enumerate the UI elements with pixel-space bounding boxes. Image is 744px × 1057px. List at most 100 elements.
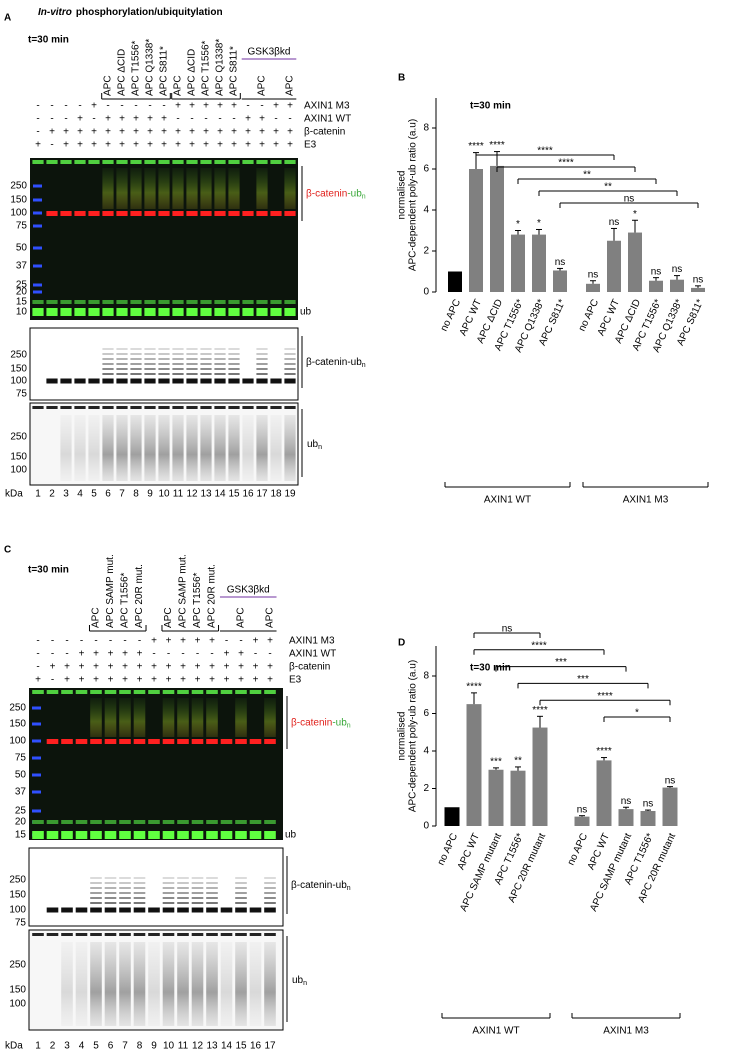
- row-sign: -: [254, 649, 257, 660]
- ub-ladder-band: [284, 348, 296, 350]
- row-sign: +: [79, 662, 85, 673]
- marker-label: 250: [9, 875, 26, 886]
- unit-label: kDa: [5, 1041, 23, 1052]
- substrate-band: [144, 211, 156, 216]
- row-sign: +: [195, 636, 201, 647]
- band-label: ubn: [292, 975, 307, 987]
- ladder-band: [33, 211, 42, 215]
- well-band: [46, 690, 59, 694]
- row-sign: +: [189, 127, 195, 138]
- ub-band-faint: [162, 820, 175, 824]
- ub-smear: [177, 698, 189, 737]
- ub-ladder-band: [172, 358, 184, 360]
- ub-ladder-band: [102, 358, 114, 360]
- significance-label: ns: [693, 274, 704, 285]
- ub-ladder-band: [284, 353, 296, 355]
- lane-label: APC: [285, 75, 296, 96]
- row-sign: +: [119, 114, 125, 125]
- substrate-band: [200, 211, 212, 216]
- substrate-band: [249, 907, 262, 913]
- ub-band-faint: [61, 820, 73, 824]
- ladder-band: [32, 739, 41, 743]
- row-sign: +: [203, 101, 209, 112]
- ub-band: [235, 831, 247, 839]
- row-sign: +: [151, 675, 157, 686]
- bar: [532, 727, 548, 826]
- ub-ladder-band: [186, 373, 198, 375]
- ub-band-faint: [206, 820, 218, 824]
- well-band: [104, 933, 117, 936]
- ub-ladder-band: [191, 892, 204, 894]
- ub-ladder-band: [206, 897, 218, 899]
- bar: [532, 234, 546, 292]
- ub-ladder-band: [206, 902, 218, 904]
- ub-band: [214, 308, 226, 316]
- ub-ladder-band: [172, 368, 184, 370]
- well-band: [32, 160, 44, 164]
- well-band: [60, 160, 72, 164]
- ub-ladder-band: [130, 348, 142, 350]
- lane-label: APC ΔCID: [187, 49, 198, 96]
- ub-band-faint: [75, 820, 88, 824]
- ub-ladder-band: [214, 368, 226, 370]
- substrate-band: [46, 211, 58, 216]
- lane-label: APC Q1338*: [215, 39, 226, 96]
- well-band: [32, 933, 44, 936]
- band-label-main: ub: [307, 439, 319, 450]
- ub-band-faint: [46, 820, 59, 824]
- substrate-band: [116, 378, 128, 384]
- row-sign: +: [35, 675, 41, 686]
- well-band: [177, 690, 189, 694]
- ub-ladder-band: [256, 363, 268, 365]
- substrate-band: [119, 739, 131, 744]
- well-band: [144, 406, 156, 409]
- ub-ladder-band: [256, 368, 268, 370]
- ub-ladder-band: [256, 353, 268, 355]
- ub-ladder-band: [133, 897, 146, 899]
- row-sign: +: [91, 101, 97, 112]
- substrate-band: [214, 211, 226, 216]
- significance-label: ns: [672, 264, 683, 275]
- lane-label: APC 20R mut.: [207, 564, 218, 628]
- substrate-band: [256, 378, 268, 384]
- row-sign: -: [204, 114, 207, 125]
- x-tick-label: no APC: [436, 832, 460, 867]
- substrate-band: [90, 907, 102, 913]
- ub-ladder-band: [228, 353, 240, 355]
- group-label: AXIN1 WT: [484, 495, 531, 506]
- comparison-label: ns: [624, 194, 635, 205]
- substrate-band: [206, 739, 218, 744]
- substrate-band: [200, 378, 212, 384]
- ub-ladder-band: [235, 902, 247, 904]
- marker-label: 250: [10, 350, 27, 361]
- row-sign: -: [225, 636, 228, 647]
- ub-ladder-band: [214, 373, 226, 375]
- row-sign: +: [108, 649, 114, 660]
- ub-band: [158, 308, 170, 316]
- ub-ladder-band: [116, 358, 128, 360]
- ub-ladder-band: [144, 373, 156, 375]
- well-band: [206, 690, 218, 694]
- ub-ladder-band: [133, 887, 146, 889]
- well-band: [133, 933, 146, 936]
- marker-label: 250: [9, 960, 26, 971]
- marker-label: 100: [10, 465, 27, 476]
- well-band: [256, 160, 268, 164]
- ub-smear: [172, 168, 184, 209]
- ub-smear: [186, 415, 198, 481]
- band-label-sub: n: [318, 444, 322, 451]
- well-band: [235, 690, 247, 694]
- group-label: AXIN1 M3: [603, 1026, 649, 1037]
- ub-ladder-band: [102, 348, 114, 350]
- ub-ladder-band: [191, 882, 204, 884]
- ub-band-faint: [133, 820, 146, 824]
- substrate-band: [133, 907, 146, 913]
- ub-smear: [228, 415, 240, 481]
- ub-band: [130, 308, 142, 316]
- ub-ladder-band: [144, 368, 156, 370]
- substrate-band: [74, 378, 86, 384]
- ub-ladder-band: [206, 882, 218, 884]
- lane-number: 6: [105, 489, 111, 500]
- row-sign: -: [218, 114, 221, 125]
- row-sign: +: [231, 127, 237, 138]
